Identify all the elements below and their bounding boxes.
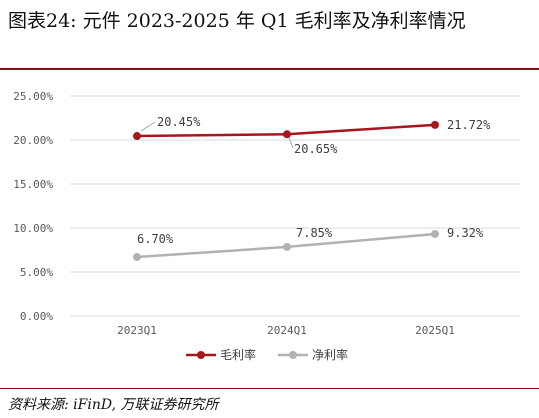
y-tick-label: 10.00%	[13, 222, 53, 235]
data-label: 20.45%	[157, 115, 201, 129]
label-leader-line	[288, 137, 294, 149]
footer-divider	[0, 388, 539, 389]
data-point	[431, 229, 439, 238]
legend-marker	[289, 351, 297, 359]
data-point	[133, 253, 141, 262]
x-tick-label: 2023Q1	[117, 324, 157, 337]
legend-label: 净利率	[312, 347, 348, 362]
legend-label: 毛利率	[220, 347, 256, 362]
y-tick-label: 15.00%	[13, 178, 53, 191]
y-tick-label: 20.00%	[13, 134, 53, 147]
x-tick-label: 2025Q1	[415, 324, 455, 337]
data-label: 20.65%	[294, 142, 338, 156]
chart-title: 图表24: 元件 2023-2025 年 Q1 毛利率及净利率情况	[8, 10, 466, 32]
data-label: 21.72%	[447, 118, 491, 132]
source-note: 资料来源: iFinD, 万联证券研究所	[8, 397, 219, 413]
y-tick-label: 25.00%	[13, 90, 53, 103]
data-point	[283, 242, 291, 251]
data-label: 9.32%	[447, 226, 484, 240]
data-label: 6.70%	[137, 232, 174, 246]
label-leader-line	[140, 121, 156, 132]
title-divider	[0, 68, 539, 70]
legend-marker	[197, 351, 205, 359]
x-tick-label: 2024Q1	[267, 324, 307, 337]
y-tick-label: 5.00%	[20, 266, 53, 279]
line-chart: 0.00% 5.00% 10.00% 15.00% 20.00% 25.00% 2023Q…	[13, 90, 520, 362]
data-point	[133, 132, 141, 141]
data-point	[283, 130, 291, 139]
data-point	[431, 120, 439, 129]
y-tick-label: 0.00%	[20, 310, 53, 323]
data-label: 7.85%	[296, 226, 333, 240]
